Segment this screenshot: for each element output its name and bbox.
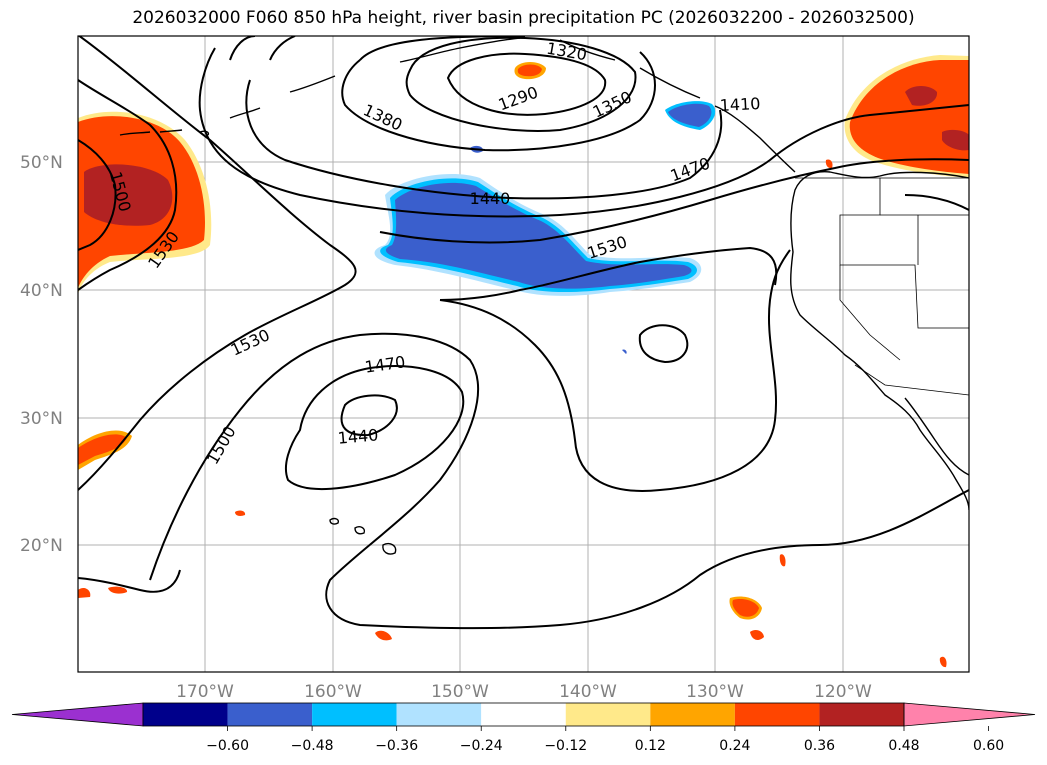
colorbar-tick-label: 0.48 [888,738,919,754]
colorbar-segment [143,703,228,726]
colorbar-tick-label: −0.12 [544,738,587,754]
colorbar: −0.60 −0.48 −0.36 −0.24 −0.12 0.12 0.24 0.36 0.4… [11,702,1036,754]
colorbar-frame [142,702,905,727]
contour-label: 1440 [470,189,511,208]
precip-negative [374,101,716,354]
contour-label: 1440 [337,425,379,447]
lon-label: 160°W [304,682,362,702]
colorbar-segment [227,703,313,726]
colorbar-segment [396,703,482,726]
colorbar-segment [312,703,397,726]
lat-label: 30°N [20,409,63,429]
political-borders [795,177,969,396]
colorbar-tick-label: 0.60 [973,738,1004,754]
colorbar-segment [481,703,566,726]
colorbar-tick-label: −0.60 [206,738,249,754]
colorbar-tick-label: 0.24 [719,738,750,754]
lon-label: 140°W [559,682,617,702]
map-frame [77,35,970,673]
colorbar-segment [565,703,651,726]
lon-label: 170°W [176,682,234,702]
colorbar-extend-high [903,702,1036,727]
colorbar-tick-label: 0.36 [804,738,835,754]
height-contours [78,36,969,630]
latitude-labels: 50°N 40°N 30°N 20°N [20,153,63,556]
lon-label: 150°W [431,682,489,702]
lon-label: 120°W [814,682,872,702]
colorbar-extend-low [11,702,144,727]
map-title: 2026032000 F060 850 hPa height, river ba… [132,8,915,28]
precip-positive-west [78,111,212,296]
precip-positive-small [78,62,947,668]
colorbar-tick-label: −0.24 [460,738,503,754]
map-area [78,36,969,672]
colorbar-segment [650,703,735,726]
coastlines [119,37,969,555]
precip-positive-northeast [844,55,969,178]
colorbar-tick-label: −0.48 [291,738,334,754]
lon-label: 130°W [686,682,744,702]
colorbar-segment [734,703,820,726]
lat-label: 40°N [20,281,63,301]
colorbar-segment [819,703,904,726]
contour-label: 1410 [719,94,761,115]
colorbar-tick-label: −0.36 [375,738,418,754]
lat-label: 50°N [20,153,63,173]
longitude-labels: 170°W 160°W 150°W 140°W 130°W 120°W [176,682,872,702]
lat-label: 20°N [20,536,63,556]
colorbar-tick-label: 0.12 [635,738,666,754]
